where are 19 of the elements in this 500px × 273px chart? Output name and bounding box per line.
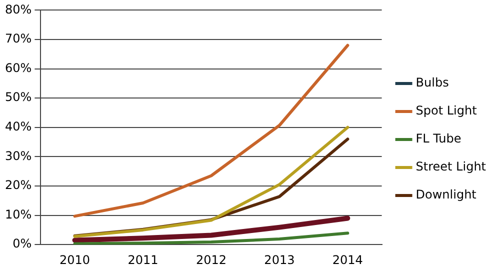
y-tick-label: 50% — [5, 90, 32, 104]
y-tick-label: 40% — [5, 120, 32, 134]
legend-label: FL Tube — [416, 132, 462, 146]
x-tick-label: 2014 — [332, 252, 363, 267]
legend-label: Street Light — [416, 160, 486, 174]
y-tick-label: 10% — [5, 207, 32, 222]
legend-label: Downlight — [416, 188, 477, 202]
y-tick-label: 0% — [12, 236, 32, 251]
legend-label: Bulbs — [416, 76, 449, 90]
legend-label: Spot Light — [416, 104, 478, 118]
y-tick-label: 70% — [5, 32, 32, 46]
y-tick-label: 80% — [5, 2, 32, 16]
x-tick-label: 2011 — [128, 252, 158, 267]
x-tick-label: 2010 — [60, 252, 90, 267]
x-tick-label: 2012 — [196, 252, 226, 267]
y-tick-label: 30% — [5, 148, 32, 163]
y-tick-label: 20% — [5, 178, 32, 192]
x-tick-label: 2013 — [264, 252, 295, 267]
y-tick-label: 60% — [5, 60, 32, 75]
